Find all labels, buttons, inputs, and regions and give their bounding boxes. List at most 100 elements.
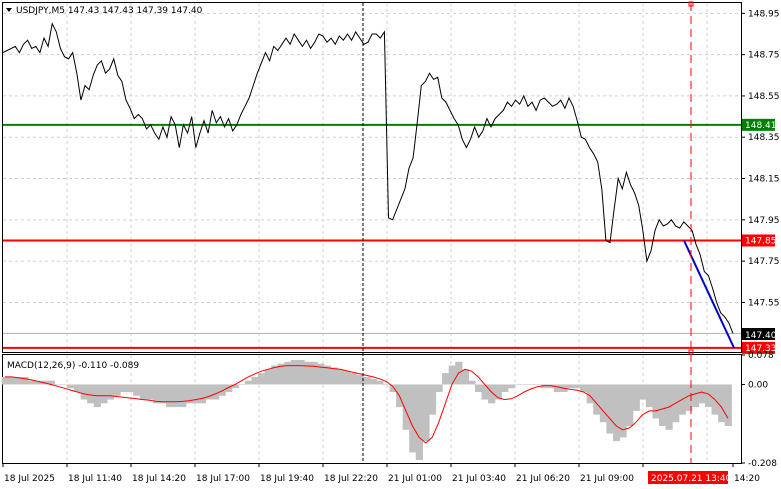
macd-bar bbox=[553, 384, 561, 393]
macd-bar bbox=[159, 384, 167, 404]
macd-bar bbox=[133, 384, 141, 396]
chart-grid bbox=[3, 3, 741, 463]
macd-bar bbox=[198, 384, 207, 404]
time-label: 21 Jul 06:20 bbox=[516, 474, 570, 484]
macd-bar bbox=[284, 361, 292, 385]
macd-bar bbox=[501, 384, 509, 393]
time-axis: 18 Jul 2025 18 Jul 11:40 18 Jul 14:20 18 Ju… bbox=[2, 463, 760, 484]
level-label: 148.41 bbox=[745, 121, 777, 131]
level-lines[interactable] bbox=[3, 123, 741, 349]
price-tick-label: 148.35 bbox=[748, 133, 780, 143]
macd-bar bbox=[442, 373, 450, 385]
level-label: 147.85 bbox=[745, 236, 777, 246]
time-label: 14:20 bbox=[734, 474, 760, 484]
macd-bar bbox=[21, 376, 29, 385]
macd-bar bbox=[422, 384, 430, 442]
macd-bar bbox=[8, 376, 16, 385]
macd-tick-label: 0.078 bbox=[748, 351, 774, 361]
macd-bar bbox=[685, 384, 693, 411]
trend-line[interactable] bbox=[683, 240, 735, 349]
cursor-handle-bottom[interactable] bbox=[688, 349, 694, 355]
macd-bar bbox=[507, 384, 515, 389]
macd-bar bbox=[494, 384, 502, 400]
price-axis: 148.95 148.75 148.55 148.35 148.15 147.95 147.… bbox=[741, 9, 780, 308]
macd-bar bbox=[514, 384, 522, 385]
macd-bar bbox=[698, 384, 706, 404]
macd-bar bbox=[218, 384, 226, 396]
price-tick-label: 148.75 bbox=[748, 51, 780, 61]
macd-bar bbox=[205, 384, 213, 400]
macd-bar bbox=[639, 384, 647, 400]
macd-bar bbox=[323, 365, 331, 385]
macd-bar bbox=[179, 384, 187, 408]
price-tick-label: 147.75 bbox=[748, 257, 780, 267]
macd-bar bbox=[264, 369, 272, 385]
time-label: 21 Jul 01:00 bbox=[388, 474, 442, 484]
dropdown-arrow-icon[interactable] bbox=[6, 8, 12, 12]
macd-bar bbox=[691, 384, 700, 408]
macd-bar bbox=[566, 384, 575, 389]
macd-bar bbox=[461, 369, 469, 385]
time-label: 21 Jul 03:40 bbox=[452, 474, 506, 484]
macd-bar bbox=[106, 384, 115, 400]
macd-bar bbox=[146, 384, 154, 400]
macd-bar bbox=[619, 384, 627, 438]
macd-bar bbox=[310, 361, 318, 385]
macd-bar bbox=[474, 384, 483, 393]
macd-bar bbox=[231, 384, 239, 389]
time-label: 21 Jul 09:00 bbox=[580, 474, 634, 484]
price-tick-label: 147.95 bbox=[748, 216, 780, 226]
macd-bar bbox=[704, 384, 713, 408]
macd-bar bbox=[580, 384, 588, 393]
macd-bar bbox=[658, 384, 667, 426]
macd-bar bbox=[317, 363, 325, 385]
macd-bar bbox=[343, 371, 351, 385]
macd-bar bbox=[586, 384, 594, 404]
level-label-box bbox=[742, 234, 775, 247]
time-label: 18 Jul 11:40 bbox=[68, 474, 122, 484]
macd-tick-label: 0.00 bbox=[748, 380, 768, 390]
macd-bar bbox=[520, 384, 529, 385]
macd-bar bbox=[435, 384, 443, 393]
macd-bar bbox=[60, 384, 69, 385]
macd-bar bbox=[593, 384, 601, 415]
macd-bar bbox=[185, 384, 193, 404]
macd-bar bbox=[612, 384, 621, 442]
macd-header: MACD(12,26,9) -0.110 -0.089 bbox=[7, 361, 139, 371]
macd-bar bbox=[47, 380, 55, 385]
price-tick-label: 148.15 bbox=[748, 175, 780, 185]
time-label: 18 Jul 19:40 bbox=[260, 474, 314, 484]
macd-bar bbox=[277, 363, 285, 385]
time-label: 18 Jul 2025 bbox=[4, 474, 55, 484]
macd-bar bbox=[271, 365, 279, 385]
macd-bar bbox=[534, 384, 542, 385]
time-label: 18 Jul 17:00 bbox=[196, 474, 250, 484]
macd-bar bbox=[172, 384, 180, 408]
time-label: 18 Jul 22:20 bbox=[324, 474, 378, 484]
macd-bar bbox=[297, 359, 305, 385]
macd-bar bbox=[74, 384, 82, 393]
level-label: 147.33 bbox=[745, 344, 777, 354]
current-price-box bbox=[742, 328, 775, 340]
macd-bar bbox=[28, 380, 36, 385]
macd-bar bbox=[350, 373, 358, 385]
macd-bar bbox=[113, 384, 121, 396]
cursor-handle[interactable] bbox=[688, 1, 694, 7]
macd-bar bbox=[540, 384, 548, 389]
symbol-header: USDJPY,M5 147.43 147.43 147.39 147.40 bbox=[16, 6, 203, 16]
macd-bar bbox=[645, 384, 654, 408]
macd-bar bbox=[481, 384, 489, 400]
macd-axis: 0.078 0.00 -0.208 bbox=[741, 351, 777, 469]
macd-bar bbox=[244, 380, 253, 385]
macd-bar bbox=[547, 384, 555, 389]
macd-bar bbox=[251, 376, 259, 385]
macd-bar bbox=[34, 380, 42, 385]
cursor-time-box bbox=[648, 471, 728, 484]
macd-bar bbox=[192, 384, 200, 404]
macd-tick-label: -0.208 bbox=[748, 459, 777, 469]
macd-bar bbox=[468, 380, 476, 385]
macd-bar bbox=[363, 376, 371, 385]
macd-bar bbox=[632, 384, 640, 411]
macd-bar bbox=[87, 384, 95, 404]
